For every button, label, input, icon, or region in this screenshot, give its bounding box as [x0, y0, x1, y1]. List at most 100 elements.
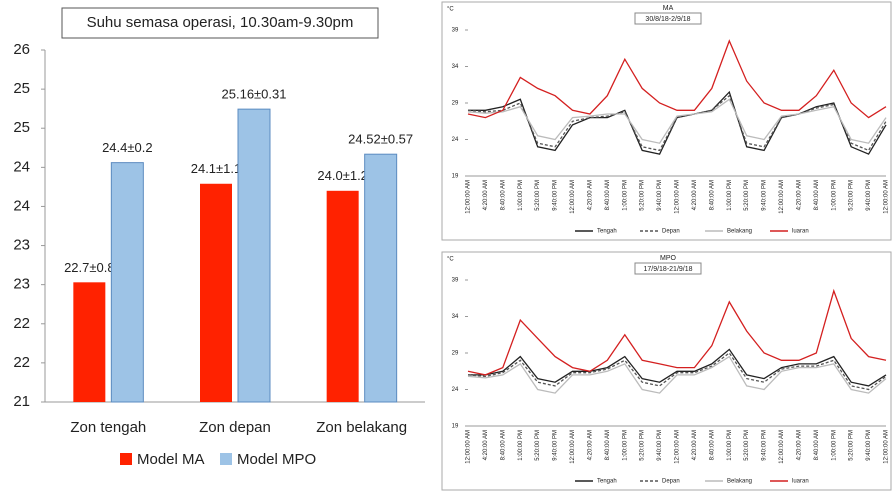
- y-tick-label: 24: [13, 158, 30, 175]
- legend-label: Tengah: [597, 229, 617, 235]
- y-tick-label: 24: [452, 387, 459, 393]
- x-tick-label: Zon tengah: [70, 419, 146, 436]
- x-tick-label: 1:00:00 PM: [727, 180, 733, 211]
- y-tick-label: 25: [13, 80, 30, 97]
- chart-title: MPO: [660, 255, 677, 262]
- y-tick-label: 22: [13, 315, 30, 332]
- series-line: [468, 348, 887, 387]
- series-line: [468, 90, 887, 155]
- x-tick-label: 4:20:00 AM: [692, 430, 698, 460]
- x-tick-label: 1:00:00 PM: [622, 430, 628, 461]
- y-tick-label: 29: [452, 101, 459, 107]
- y-tick-label: 21: [13, 393, 30, 410]
- value-label: 25.16±0.31: [222, 87, 287, 102]
- x-tick-label: 8:40:00 AM: [814, 430, 820, 460]
- chart-subtitle: 17/9/18-21/9/18: [643, 266, 692, 273]
- value-label: 22.7±0.8: [64, 260, 115, 275]
- legend-label: luaran: [792, 479, 809, 485]
- value-label: 24.1±1.1: [191, 161, 242, 176]
- x-tick-label: 8:40:00 AM: [814, 180, 820, 210]
- x-tick-label: 4:20:00 AM: [587, 180, 593, 210]
- chart-title: MA: [663, 5, 674, 12]
- y-axis-label: °C: [447, 7, 454, 13]
- x-tick-label: 9:40:00 PM: [553, 180, 559, 211]
- x-tick-label: 1:00:00 PM: [518, 180, 524, 211]
- y-axis-label: °C: [447, 257, 454, 263]
- series-line: [467, 39, 887, 119]
- legend-swatch: [120, 453, 132, 465]
- y-tick-label: 23: [13, 276, 30, 293]
- x-tick-label: 4:20:00 AM: [692, 180, 698, 210]
- y-tick-label: 34: [452, 314, 459, 320]
- x-tick-label: 4:20:00 AM: [796, 430, 802, 460]
- x-tick-label: 9:40:00 PM: [657, 430, 663, 461]
- x-tick-label: 5:20:00 PM: [535, 180, 541, 211]
- x-tick-label: Zon depan: [199, 419, 271, 436]
- y-tick-label: 22: [13, 354, 30, 371]
- subtitle-box: [634, 262, 702, 275]
- x-tick-label: 9:40:00 PM: [866, 430, 872, 461]
- chart-frame: [441, 251, 892, 491]
- x-tick-label: 12:00:00 AM: [466, 180, 472, 214]
- bar: [110, 162, 144, 403]
- x-tick-label: 5:20:00 PM: [744, 430, 750, 461]
- y-tick-label: 26: [13, 41, 30, 58]
- chart-title: Suhu semasa operasi, 10.30am-9.30pm: [87, 14, 354, 31]
- x-tick-label: 12:00:00 AM: [884, 430, 890, 464]
- x-tick-label: 8:40:00 AM: [605, 180, 611, 210]
- legend-label: Depan: [662, 479, 680, 485]
- bar: [364, 153, 398, 403]
- bar: [200, 183, 232, 402]
- title-box: [61, 7, 379, 39]
- x-tick-label: 5:20:00 PM: [849, 430, 855, 461]
- series-line: [467, 352, 887, 391]
- y-tick-label: 25: [13, 119, 30, 136]
- x-tick-label: 12:00:00 AM: [884, 180, 890, 214]
- x-tick-label: 12:00:00 AM: [779, 430, 785, 464]
- x-tick-label: 8:40:00 AM: [605, 430, 611, 460]
- x-tick-label: 12:00:00 AM: [675, 180, 681, 214]
- x-tick-label: 8:40:00 AM: [709, 430, 715, 460]
- x-tick-label: 9:40:00 PM: [762, 430, 768, 461]
- x-tick-label: Zon belakang: [316, 419, 407, 436]
- x-tick-label: 5:20:00 PM: [640, 180, 646, 211]
- legend-label: Belakang: [727, 229, 752, 235]
- x-tick-label: 4:20:00 AM: [483, 180, 489, 210]
- legend-swatch: [220, 453, 232, 465]
- x-tick-label: 5:20:00 PM: [744, 180, 750, 211]
- x-tick-label: 12:00:00 AM: [675, 430, 681, 464]
- x-tick-label: 4:20:00 AM: [483, 430, 489, 460]
- legend-label: luaran: [792, 229, 809, 235]
- x-tick-label: 8:40:00 AM: [500, 180, 506, 210]
- y-tick-label: 19: [452, 174, 459, 180]
- x-tick-label: 5:20:00 PM: [640, 430, 646, 461]
- value-label: 24.4±0.2: [102, 140, 153, 155]
- y-tick-label: 39: [452, 28, 459, 34]
- x-tick-label: 12:00:00 AM: [466, 430, 472, 464]
- series-line: [467, 98, 887, 144]
- legend-label: Belakang: [727, 479, 752, 485]
- value-label: 24.0±1.2: [317, 168, 368, 183]
- x-tick-label: 9:40:00 PM: [553, 430, 559, 461]
- x-tick-label: 8:40:00 AM: [500, 430, 506, 460]
- x-tick-label: 4:20:00 AM: [587, 430, 593, 460]
- y-tick-label: 23: [13, 237, 30, 254]
- legend-label: Model MA: [137, 451, 205, 468]
- series-line: [467, 94, 887, 152]
- y-tick-label: 19: [452, 424, 459, 430]
- bar: [73, 282, 106, 402]
- x-tick-label: 12:00:00 AM: [570, 430, 576, 464]
- x-tick-label: 1:00:00 PM: [518, 430, 524, 461]
- series-line: [467, 355, 887, 394]
- x-tick-label: 1:00:00 PM: [831, 180, 837, 211]
- x-tick-label: 5:20:00 PM: [849, 180, 855, 211]
- x-tick-label: 4:20:00 AM: [796, 180, 802, 210]
- bar: [326, 190, 359, 402]
- x-tick-label: 1:00:00 PM: [727, 430, 733, 461]
- x-tick-label: 9:40:00 PM: [866, 180, 872, 211]
- y-tick-label: 24: [452, 137, 459, 143]
- x-tick-label: 12:00:00 AM: [779, 180, 785, 214]
- series-line: [467, 288, 887, 376]
- x-tick-label: 9:40:00 PM: [762, 180, 768, 211]
